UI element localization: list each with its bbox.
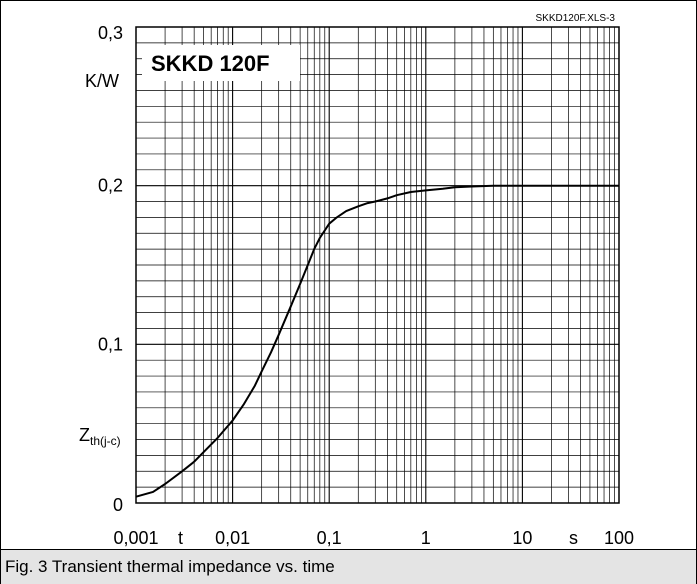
y-tick-label: 0,2 bbox=[98, 176, 123, 196]
file-label: SKKD120F.XLS-3 bbox=[536, 13, 616, 24]
curve-layer bbox=[135, 184, 619, 498]
y-tick-label: 0 bbox=[113, 495, 123, 515]
caption-bar: Fig. 3 Transient thermal impedance vs. t… bbox=[1, 549, 696, 584]
y-axis-unit: K/W bbox=[85, 71, 119, 91]
title-layer: SKKD 120F bbox=[142, 45, 300, 81]
y-tick-label: 0,3 bbox=[98, 23, 123, 43]
thermal-impedance-chart: SKKD 120F 0,001 0,01 0,1 1 10 100 0 0,1 0,2 0,3 S… bbox=[79, 13, 634, 548]
x-axis-unit: s bbox=[569, 528, 578, 548]
x-axis-symbol: t bbox=[178, 528, 183, 548]
plot-border bbox=[135, 26, 620, 504]
x-tick-label: 0,01 bbox=[215, 528, 250, 548]
x-tick-label: 10 bbox=[512, 528, 532, 548]
grid bbox=[136, 27, 619, 503]
x-tick-label: 0,001 bbox=[113, 528, 158, 548]
x-tick-label: 0,1 bbox=[317, 528, 342, 548]
x-tick-label: 100 bbox=[604, 528, 634, 548]
x-tick-label: 1 bbox=[421, 528, 431, 548]
impedance-curve bbox=[135, 184, 619, 498]
y-axis-symbol-main: Z bbox=[79, 425, 90, 445]
y-axis-symbol-subscript: th(j-c) bbox=[90, 434, 121, 448]
y-tick-label: 0,1 bbox=[98, 334, 123, 354]
chart-title: SKKD 120F bbox=[151, 51, 270, 76]
chart-title-background bbox=[142, 45, 300, 81]
tick-labels: 0,001 0,01 0,1 1 10 100 0 0,1 0,2 0,3 bbox=[98, 23, 634, 548]
y-axis-symbol: Zth(j-c) bbox=[79, 425, 121, 448]
figure-caption: Fig. 3 Transient thermal impedance vs. t… bbox=[5, 557, 335, 576]
